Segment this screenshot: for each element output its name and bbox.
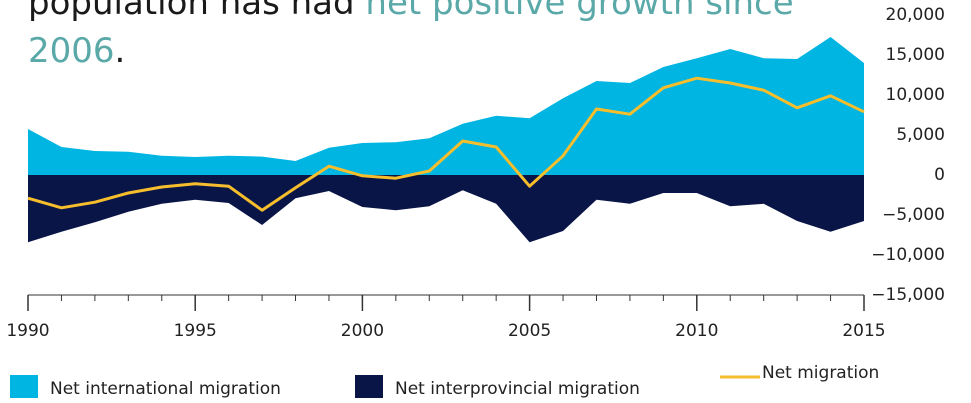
x-tick-label: 1995: [174, 321, 217, 341]
y-tick-label: 0: [934, 165, 945, 185]
legend-swatch: [10, 375, 38, 398]
title-text: .: [115, 31, 126, 71]
legend-label: Net migration: [762, 363, 879, 383]
area: [28, 175, 864, 243]
y-tick-label: −10,000: [871, 245, 945, 265]
area: [28, 37, 864, 175]
title-highlight: net positive growth since: [365, 0, 793, 23]
y-tick-label: 10,000: [886, 85, 945, 105]
chart-title: population has had net positive growth s…: [28, 0, 794, 23]
y-tick-label: −15,000: [871, 285, 945, 305]
y-tick-label: 5,000: [896, 125, 945, 145]
x-tick-label: 2015: [842, 321, 885, 341]
title-highlight: 2006: [28, 31, 115, 71]
y-tick-label: −5,000: [882, 205, 945, 225]
x-tick-label: 2010: [675, 321, 718, 341]
y-tick-label: 20,000: [886, 5, 945, 25]
y-tick-label: 15,000: [886, 45, 945, 65]
x-tick-label: 1990: [6, 321, 49, 341]
title-text: population has had: [28, 0, 365, 23]
legend-label: Net international migration: [50, 379, 281, 399]
legend-swatch: [355, 375, 383, 398]
line: [27, 76, 865, 212]
chart-title: 2006.: [28, 31, 125, 71]
x-tick-label: 2005: [508, 321, 551, 341]
x-tick-label: 2000: [341, 321, 384, 341]
legend-label: Net interprovincial migration: [395, 379, 640, 399]
